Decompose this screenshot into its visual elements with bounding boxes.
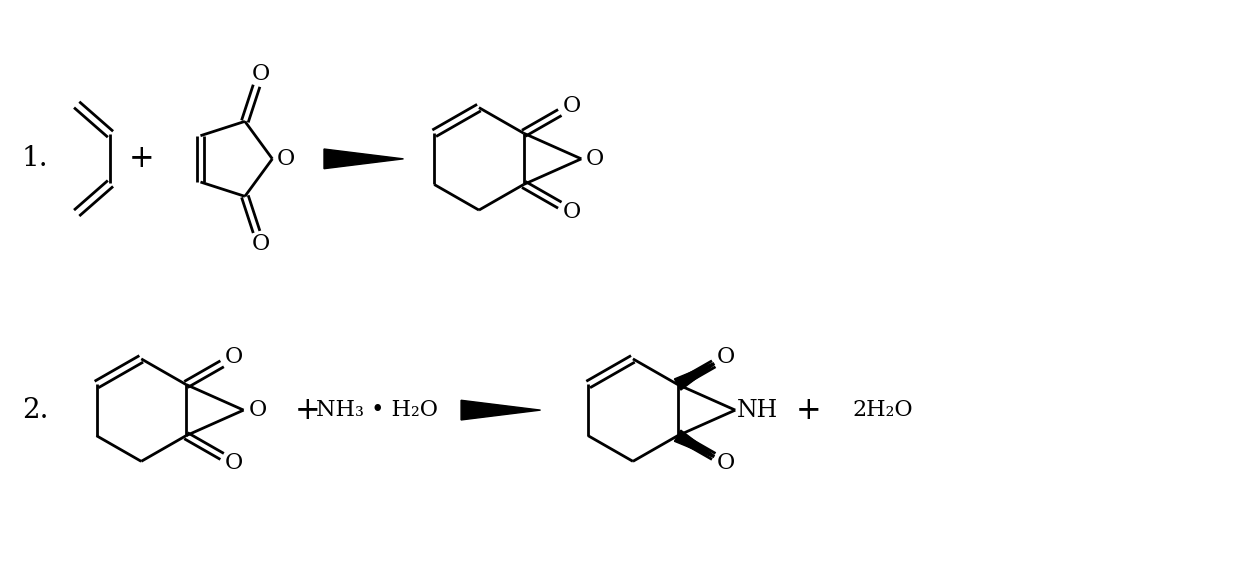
Text: +: +: [129, 143, 154, 175]
Polygon shape: [675, 363, 714, 390]
Text: O: O: [252, 233, 269, 255]
Text: O: O: [277, 148, 295, 170]
Text: NH: NH: [737, 399, 777, 422]
Text: O: O: [252, 62, 269, 84]
Text: 2H₂O: 2H₂O: [853, 399, 914, 421]
Text: O: O: [224, 452, 243, 475]
Text: +: +: [796, 395, 822, 426]
Text: O: O: [563, 95, 582, 117]
Text: NH₃ • H₂O: NH₃ • H₂O: [316, 399, 438, 421]
Text: +: +: [294, 395, 320, 426]
Text: O: O: [717, 346, 735, 368]
Text: O: O: [224, 346, 243, 368]
Polygon shape: [461, 400, 541, 420]
Text: O: O: [563, 201, 582, 223]
Text: O: O: [717, 452, 735, 475]
Polygon shape: [675, 430, 714, 457]
Text: O: O: [248, 399, 267, 421]
Text: O: O: [587, 148, 604, 170]
Text: 2.: 2.: [22, 396, 48, 424]
Polygon shape: [324, 149, 403, 169]
Text: 1.: 1.: [22, 145, 48, 172]
